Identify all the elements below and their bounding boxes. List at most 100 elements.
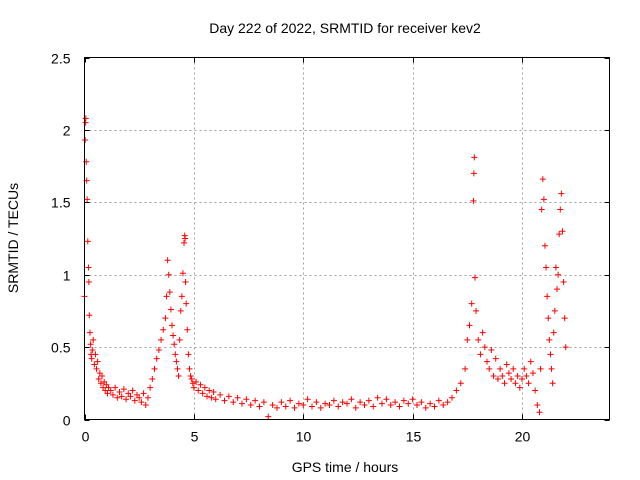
data-point <box>529 370 536 377</box>
data-point <box>523 373 530 380</box>
data-point <box>304 396 311 403</box>
data-point <box>177 307 184 314</box>
data-point <box>188 375 195 382</box>
data-point <box>379 400 385 407</box>
data-point <box>556 231 563 238</box>
data-point <box>396 403 403 410</box>
y-tick-label: 2.5 <box>51 51 71 67</box>
data-point <box>481 344 488 351</box>
data-point <box>162 315 169 322</box>
data-point <box>129 387 136 394</box>
data-point <box>525 380 532 387</box>
data-point <box>138 399 145 406</box>
data-point <box>85 278 92 285</box>
data-point <box>186 365 193 372</box>
data-point <box>539 176 546 183</box>
data-point <box>256 403 263 410</box>
data-point <box>357 399 364 406</box>
data-point <box>88 355 95 362</box>
data-point <box>118 393 125 400</box>
data-point <box>400 397 407 404</box>
data-point <box>86 329 93 336</box>
data-point <box>339 399 346 406</box>
data-point <box>193 378 200 385</box>
data-point <box>85 264 92 271</box>
data-point <box>184 326 191 333</box>
data-point <box>173 358 180 365</box>
data-point <box>282 403 289 410</box>
data-point <box>550 329 557 336</box>
data-point <box>555 271 562 278</box>
data-point <box>169 322 175 329</box>
data-point <box>552 264 559 271</box>
data-point <box>559 228 566 235</box>
data-point <box>326 402 333 409</box>
data-point <box>457 380 464 387</box>
data-point <box>374 394 381 401</box>
data-point <box>466 322 473 329</box>
data-point <box>295 400 302 407</box>
data-point <box>182 235 189 242</box>
data-point <box>532 387 539 394</box>
data-point <box>182 278 189 285</box>
data-point <box>99 373 105 380</box>
data-point <box>422 404 429 411</box>
data-point <box>449 394 455 401</box>
y-tick-label: 2 <box>63 123 71 139</box>
data-point <box>166 289 173 296</box>
chart-title: Day 222 of 2022, SRMTID for receiver kev… <box>209 20 481 36</box>
data-point <box>547 351 554 358</box>
data-point <box>183 300 190 307</box>
data-point <box>544 293 551 300</box>
data-point <box>536 409 543 416</box>
data-point <box>370 403 377 410</box>
data-point <box>87 341 94 348</box>
data-point <box>142 402 149 409</box>
data-point <box>387 402 394 409</box>
x-tick-label: 10 <box>296 429 312 445</box>
data-point <box>361 402 368 409</box>
data-point <box>136 394 143 401</box>
data-point <box>185 351 192 358</box>
data-point <box>534 402 541 409</box>
data-point <box>116 388 123 395</box>
data-point <box>548 365 555 372</box>
data-point <box>181 239 188 246</box>
data-point <box>243 396 250 403</box>
data-point <box>470 170 477 177</box>
data-point <box>91 361 98 368</box>
data-point <box>383 396 390 403</box>
data-point <box>225 393 232 400</box>
data-point <box>153 355 160 362</box>
data-point <box>414 402 420 409</box>
data-point <box>170 332 177 339</box>
data-point <box>470 197 477 204</box>
data-point <box>494 375 501 382</box>
data-point <box>409 396 416 403</box>
data-point <box>519 375 525 382</box>
axis-ticks: 0 5 10 15 20 0 0.5 1 1.5 2 2.5 <box>51 51 610 445</box>
data-point <box>247 402 254 409</box>
data-point <box>444 399 451 406</box>
data-point <box>352 404 359 411</box>
data-point <box>541 242 548 249</box>
data-point <box>501 380 508 387</box>
data-point <box>510 365 517 372</box>
data-point <box>405 400 412 407</box>
data-point <box>123 396 130 403</box>
data-point <box>543 264 550 271</box>
data-point <box>92 351 99 358</box>
data-point <box>171 341 178 348</box>
data-point <box>335 403 342 410</box>
data-point <box>508 375 515 382</box>
data-point <box>174 365 181 372</box>
data-point <box>309 403 315 410</box>
data-point <box>471 154 478 161</box>
data-point <box>155 346 162 353</box>
data-point <box>190 384 197 391</box>
data-point <box>549 380 556 387</box>
data-point <box>497 365 504 372</box>
data-point <box>468 300 475 307</box>
data-point <box>178 293 185 300</box>
